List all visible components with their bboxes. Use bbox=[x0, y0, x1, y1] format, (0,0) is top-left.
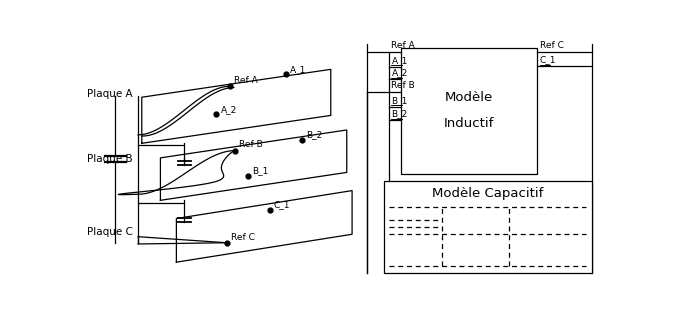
Bar bbox=[384, 181, 592, 273]
Text: Plaque C: Plaque C bbox=[87, 227, 133, 237]
Text: Ref B: Ref B bbox=[239, 140, 263, 149]
Text: C_1: C_1 bbox=[539, 55, 556, 65]
Text: Inductif: Inductif bbox=[444, 117, 495, 130]
Text: B_1: B_1 bbox=[392, 96, 408, 105]
Text: B_1: B_1 bbox=[253, 167, 269, 175]
Text: B_2: B_2 bbox=[392, 109, 408, 118]
Text: A_1: A_1 bbox=[290, 65, 306, 74]
Text: Ref B: Ref B bbox=[392, 82, 415, 90]
Text: Ref C: Ref C bbox=[232, 232, 255, 242]
Bar bbox=[401, 48, 537, 174]
Text: Ref A: Ref A bbox=[392, 41, 415, 50]
Text: Ref C: Ref C bbox=[539, 41, 563, 50]
Text: B_2: B_2 bbox=[306, 130, 322, 139]
Text: C_1: C_1 bbox=[274, 201, 291, 209]
Text: Ref A: Ref A bbox=[234, 76, 258, 85]
Text: Plaque B: Plaque B bbox=[87, 154, 133, 164]
Text: A_1: A_1 bbox=[392, 56, 408, 65]
Text: Modèle Capacitif: Modèle Capacitif bbox=[432, 187, 543, 200]
Text: A_2: A_2 bbox=[221, 105, 237, 114]
Text: A_2: A_2 bbox=[392, 68, 408, 77]
Text: Modèle: Modèle bbox=[445, 91, 493, 105]
Text: Plaque A: Plaque A bbox=[87, 89, 133, 99]
